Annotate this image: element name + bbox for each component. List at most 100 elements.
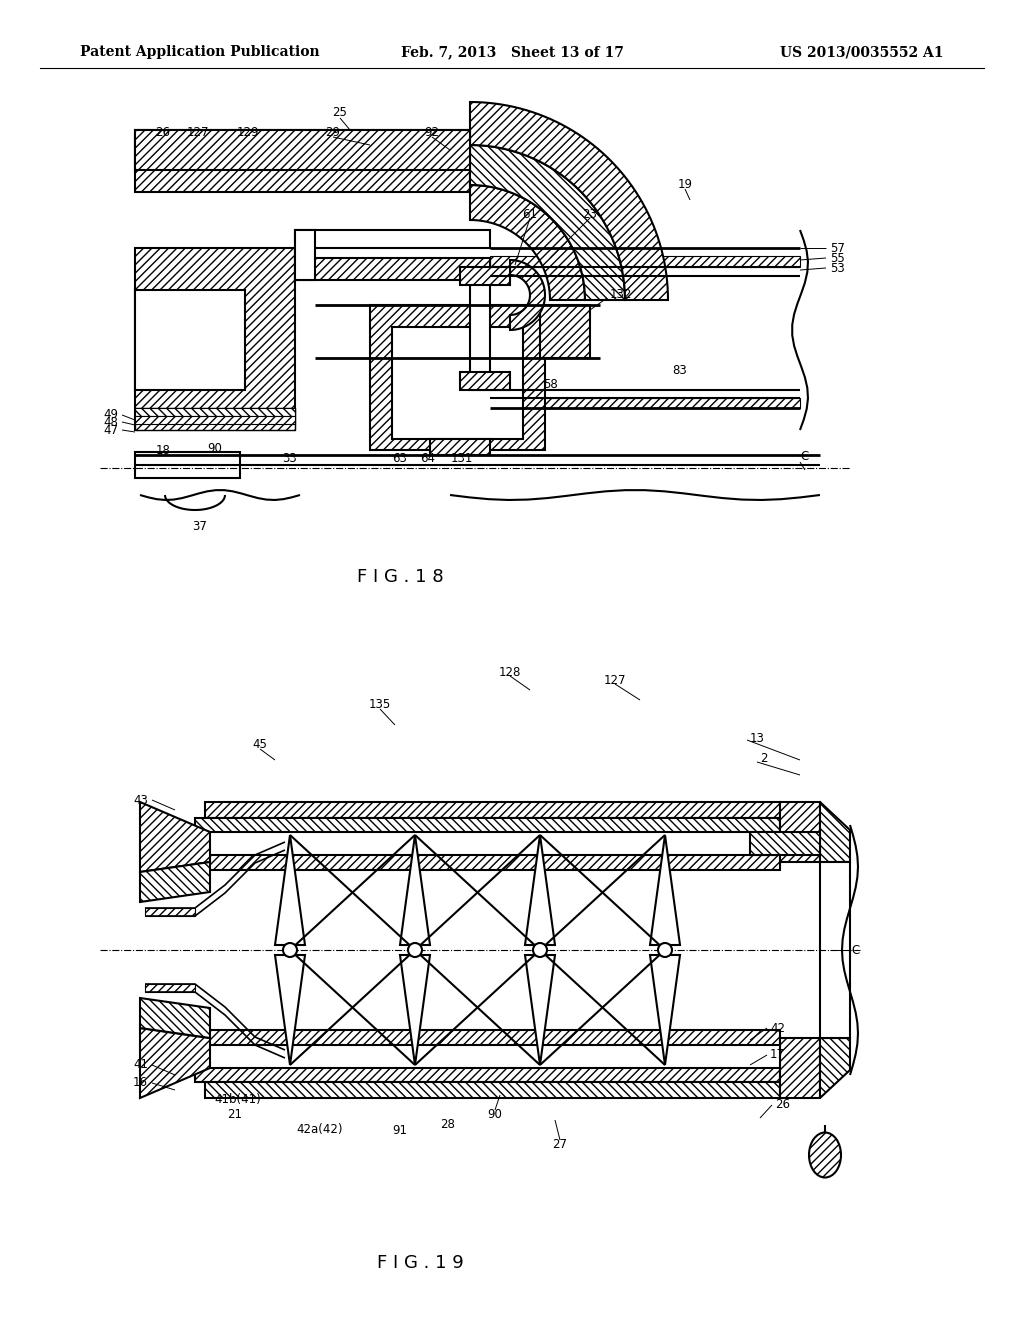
Text: 53: 53 — [830, 261, 845, 275]
Polygon shape — [540, 305, 590, 358]
Text: 37: 37 — [193, 520, 208, 533]
Polygon shape — [460, 267, 510, 285]
Ellipse shape — [809, 1133, 841, 1177]
Polygon shape — [135, 248, 295, 430]
Polygon shape — [820, 1038, 850, 1098]
Text: 57: 57 — [830, 242, 845, 255]
Polygon shape — [275, 836, 305, 945]
Text: 42a(42): 42a(42) — [297, 1123, 343, 1137]
Text: 13: 13 — [750, 731, 765, 744]
Polygon shape — [370, 305, 545, 450]
Text: 58: 58 — [543, 379, 557, 392]
Polygon shape — [135, 129, 470, 191]
Polygon shape — [135, 290, 245, 389]
Polygon shape — [135, 408, 295, 430]
Polygon shape — [650, 954, 680, 1065]
Polygon shape — [295, 257, 490, 280]
Polygon shape — [140, 862, 210, 902]
Polygon shape — [135, 451, 240, 478]
Text: 90: 90 — [208, 441, 222, 454]
Polygon shape — [145, 908, 195, 916]
Text: 45: 45 — [253, 738, 267, 751]
Text: 42: 42 — [770, 1022, 785, 1035]
Text: 26: 26 — [775, 1098, 790, 1111]
Polygon shape — [780, 1038, 820, 1098]
Text: 83: 83 — [673, 363, 687, 376]
Polygon shape — [275, 954, 305, 1065]
Text: 129: 129 — [237, 127, 259, 140]
Text: 29: 29 — [326, 127, 341, 140]
Text: 26: 26 — [156, 127, 171, 140]
Text: F I G . 1 8: F I G . 1 8 — [356, 568, 443, 586]
Polygon shape — [295, 230, 490, 248]
Polygon shape — [490, 276, 800, 389]
Circle shape — [534, 942, 547, 957]
Polygon shape — [140, 998, 210, 1038]
Text: Feb. 7, 2013   Sheet 13 of 17: Feb. 7, 2013 Sheet 13 of 17 — [400, 45, 624, 59]
Polygon shape — [430, 440, 490, 455]
Text: 47: 47 — [103, 424, 118, 437]
Polygon shape — [195, 855, 780, 870]
Text: 127: 127 — [186, 127, 209, 140]
Polygon shape — [295, 230, 315, 280]
Polygon shape — [470, 145, 625, 300]
Text: 33: 33 — [283, 451, 297, 465]
Text: 64: 64 — [421, 451, 435, 465]
Polygon shape — [140, 1028, 210, 1098]
Polygon shape — [470, 185, 585, 300]
Polygon shape — [400, 954, 430, 1065]
Polygon shape — [205, 1082, 780, 1098]
Text: 135: 135 — [369, 698, 391, 711]
Text: 127: 127 — [604, 673, 627, 686]
Text: 27: 27 — [553, 1138, 567, 1151]
Polygon shape — [510, 260, 545, 330]
Text: 63: 63 — [392, 451, 408, 465]
Text: 131: 131 — [451, 451, 473, 465]
Text: 17: 17 — [770, 1048, 785, 1061]
Polygon shape — [750, 832, 820, 855]
Polygon shape — [525, 954, 555, 1065]
Text: 23: 23 — [583, 209, 597, 222]
Polygon shape — [205, 803, 780, 818]
Polygon shape — [820, 803, 850, 862]
Circle shape — [283, 942, 297, 957]
Text: 91: 91 — [392, 1123, 408, 1137]
Polygon shape — [780, 803, 820, 862]
Text: 19: 19 — [678, 178, 692, 191]
Text: 41: 41 — [133, 1059, 148, 1072]
Text: 21: 21 — [227, 1109, 243, 1122]
Text: 18: 18 — [156, 444, 170, 457]
Text: 92: 92 — [425, 127, 439, 140]
Polygon shape — [195, 1068, 780, 1082]
Text: 16: 16 — [133, 1077, 148, 1089]
Polygon shape — [135, 416, 295, 424]
Polygon shape — [525, 836, 555, 945]
Polygon shape — [140, 803, 210, 873]
Text: 61: 61 — [522, 209, 538, 222]
Polygon shape — [490, 256, 800, 267]
Text: F I G . 1 9: F I G . 1 9 — [377, 1254, 464, 1272]
Polygon shape — [820, 862, 850, 1038]
Polygon shape — [650, 836, 680, 945]
Text: 90: 90 — [487, 1109, 503, 1122]
Text: 2: 2 — [760, 751, 768, 764]
Text: C: C — [852, 944, 860, 957]
Text: 41b(41): 41b(41) — [215, 1093, 261, 1106]
Polygon shape — [195, 818, 780, 832]
Text: 55: 55 — [830, 252, 845, 264]
Text: C: C — [800, 450, 808, 463]
Text: 128: 128 — [499, 665, 521, 678]
Text: 49: 49 — [103, 408, 118, 421]
Text: US 2013/0035552 A1: US 2013/0035552 A1 — [780, 45, 944, 59]
Text: 48: 48 — [103, 416, 118, 429]
Polygon shape — [135, 129, 470, 170]
Polygon shape — [315, 305, 600, 358]
Circle shape — [658, 942, 672, 957]
Polygon shape — [490, 399, 800, 408]
Polygon shape — [460, 372, 510, 389]
Text: 43: 43 — [133, 793, 148, 807]
Polygon shape — [145, 983, 195, 993]
Text: 25: 25 — [333, 106, 347, 119]
Polygon shape — [400, 836, 430, 945]
Polygon shape — [470, 102, 668, 300]
